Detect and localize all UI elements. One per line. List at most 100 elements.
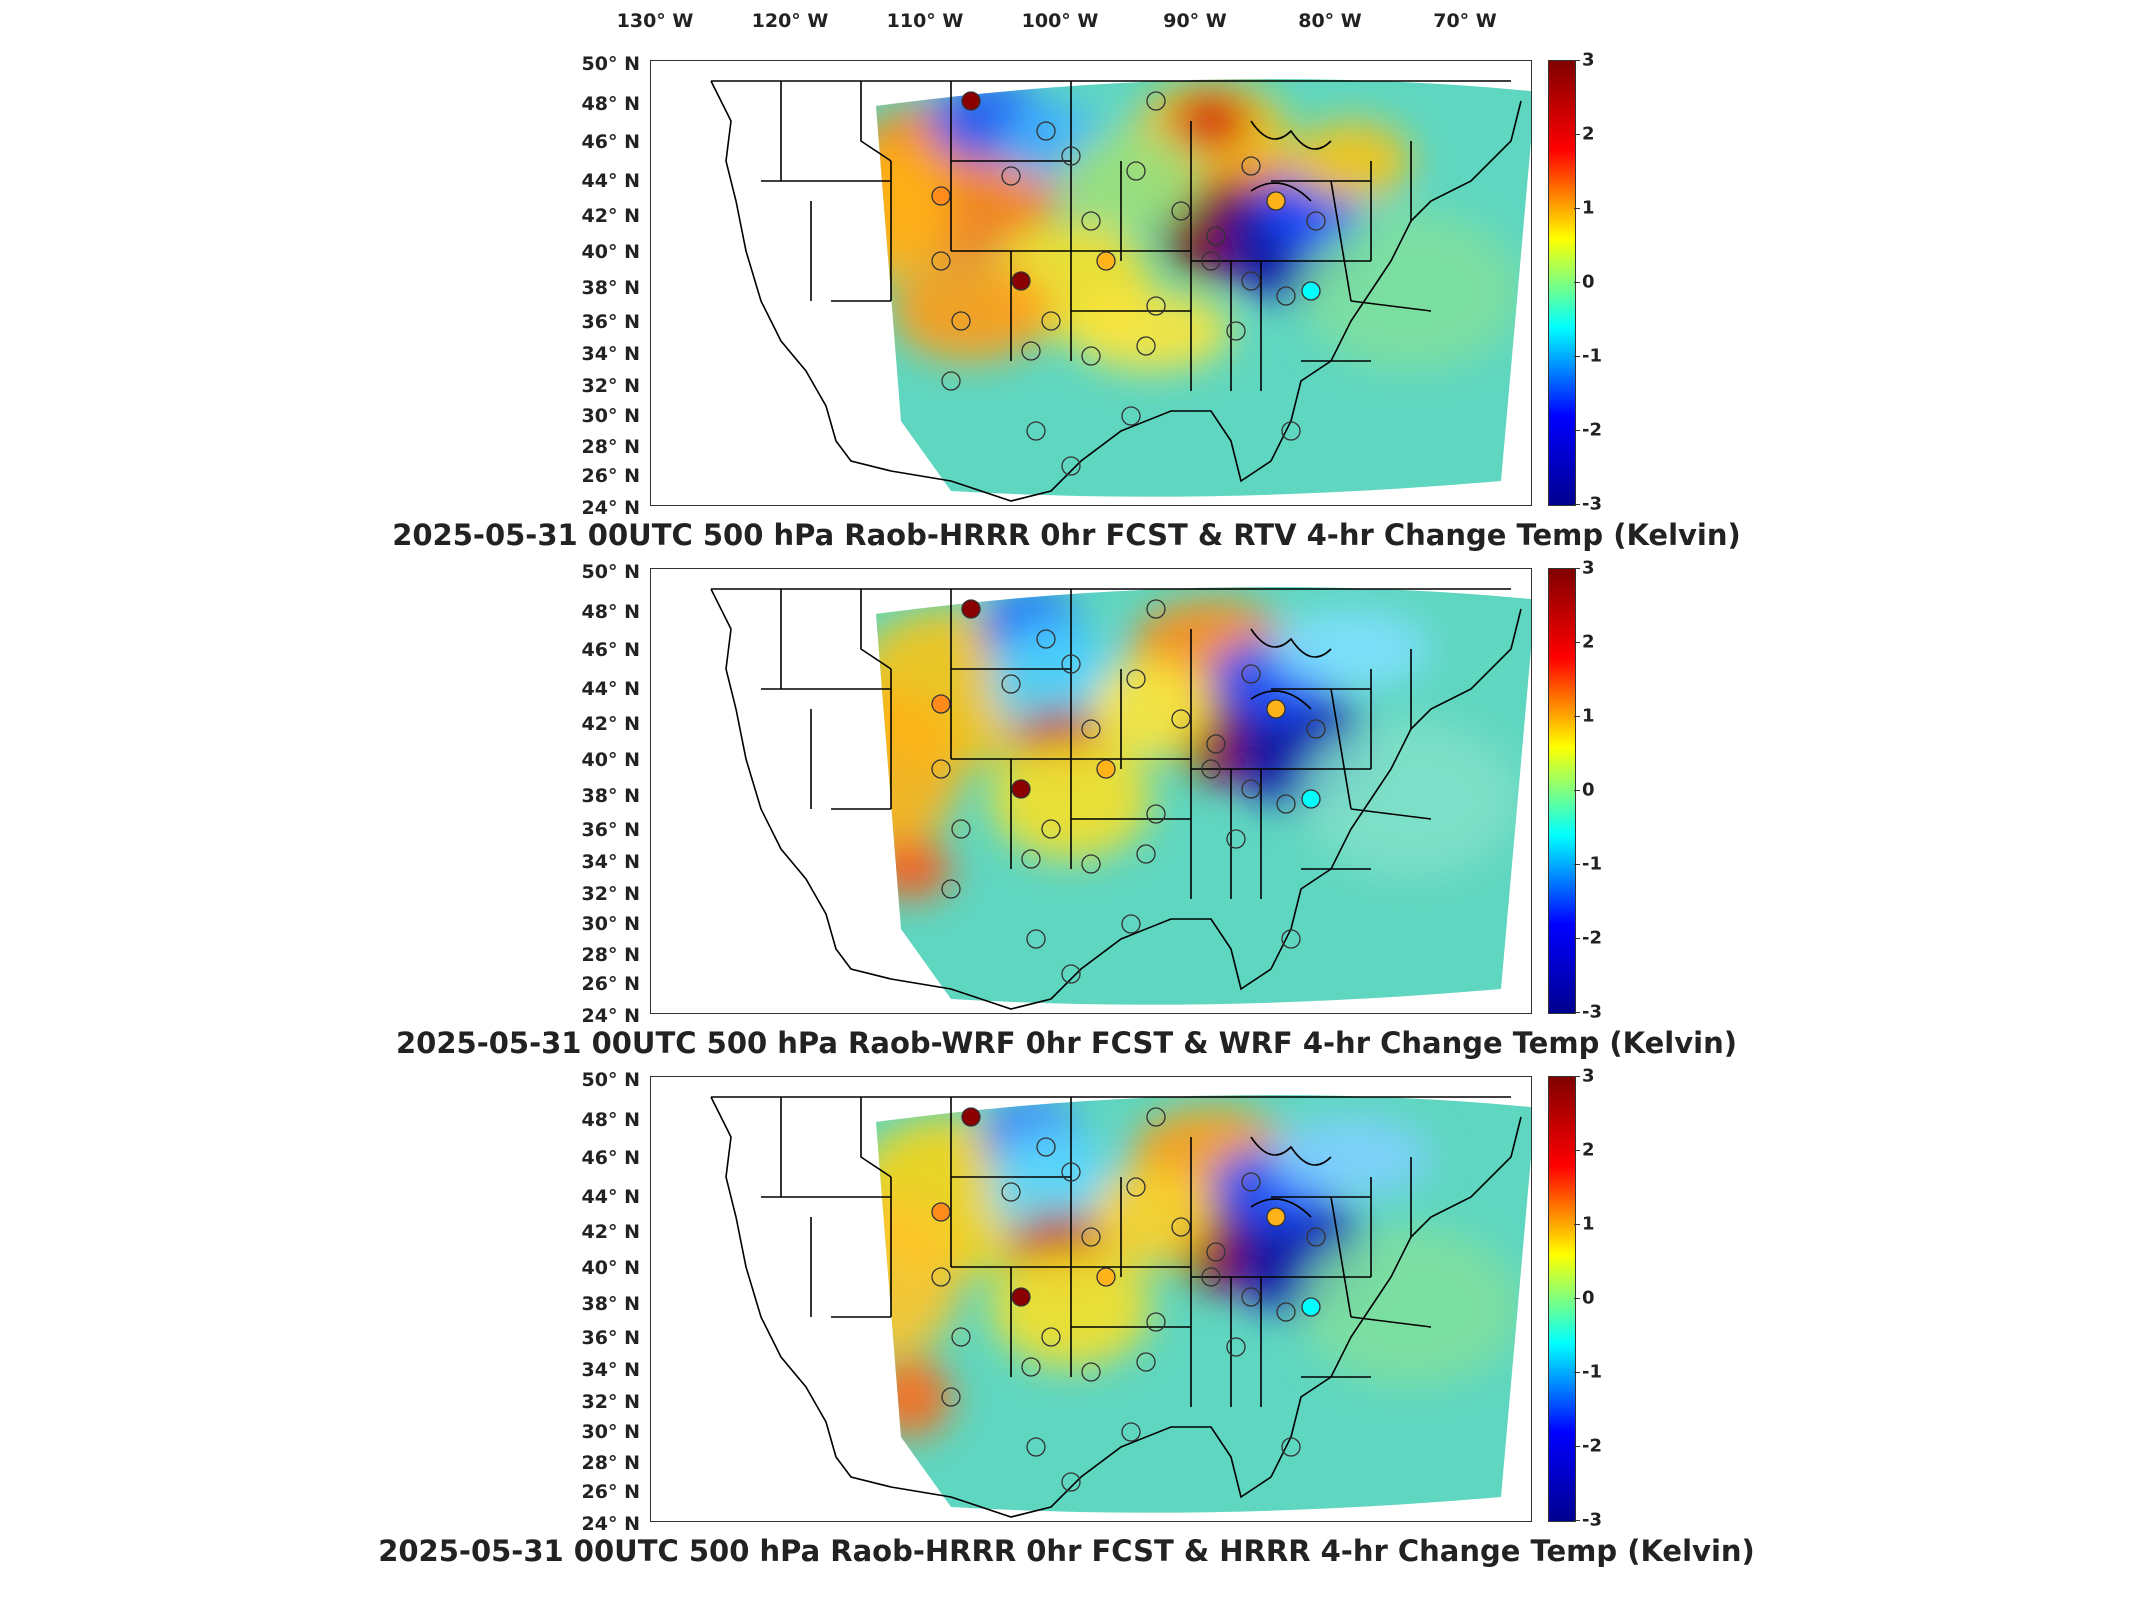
raob-station-marker <box>1126 669 1146 689</box>
raob-station-marker <box>1011 1287 1031 1307</box>
lat-label: 38° N <box>581 1293 640 1315</box>
lat-label: 38° N <box>581 277 640 299</box>
lon-label: 130° W <box>616 10 694 32</box>
raob-station-marker <box>1241 271 1261 291</box>
colorbar-tick-label: 0 <box>1582 779 1595 801</box>
raob-station-marker <box>1276 1302 1296 1322</box>
temperature-blob <box>1061 131 1201 231</box>
state-line <box>1250 182 1312 202</box>
panel-title: 2025-05-31 00UTC 500 hPa Raob-HRRR 0hr F… <box>378 1534 1755 1568</box>
raob-station-marker <box>1126 1177 1146 1197</box>
raob-station-marker <box>1301 281 1321 301</box>
raob-station-marker <box>1001 1182 1021 1202</box>
longitude-axis: 130° W 120° W 110° W 100° W 90° W 80° W … <box>0 0 2133 40</box>
raob-station-marker <box>1306 1227 1326 1247</box>
raob-station-marker <box>1011 271 1031 291</box>
state-line <box>1250 1136 1332 1166</box>
raob-station-marker <box>1281 421 1301 441</box>
temperature-blob <box>1091 659 1211 759</box>
raob-station-marker <box>1146 296 1166 316</box>
temperature-blob <box>991 619 1111 739</box>
lat-label: 26° N <box>581 1481 640 1503</box>
lat-label: 34° N <box>581 851 640 873</box>
state-line <box>1250 690 1312 710</box>
lat-label: 50° N <box>581 1069 640 1091</box>
colorbar-tick-label: 3 <box>1582 49 1595 71</box>
raob-station-marker <box>1021 341 1041 361</box>
lat-label: 46° N <box>581 1147 640 1169</box>
raob-station-marker <box>1041 311 1061 331</box>
raob-station-marker <box>1171 1217 1191 1237</box>
temperature-difference-map <box>710 1094 1531 1518</box>
lat-label: 48° N <box>581 1109 640 1131</box>
raob-station-marker <box>1081 1362 1101 1382</box>
lat-label: 50° N <box>581 561 640 583</box>
colorbar-tick-label: -1 <box>1582 345 1602 367</box>
lon-label: 120° W <box>751 10 829 32</box>
lat-label: 30° N <box>581 913 640 935</box>
colorbar <box>1548 1076 1576 1522</box>
lat-label: 42° N <box>581 205 640 227</box>
raob-station-marker <box>1121 406 1141 426</box>
raob-station-marker <box>931 759 951 779</box>
temperature-blob <box>1271 1117 1431 1197</box>
raob-station-marker <box>1306 719 1326 739</box>
lon-label: 70° W <box>1433 10 1497 32</box>
lat-label: 46° N <box>581 131 640 153</box>
colorbar-tick-mark <box>1574 1076 1580 1077</box>
lon-label: 80° W <box>1298 10 1362 32</box>
colorbar <box>1548 568 1576 1014</box>
lat-label: 34° N <box>581 1359 640 1381</box>
colorbar-tick-mark <box>1574 1298 1580 1299</box>
colorbar-tick-mark <box>1574 1520 1580 1521</box>
lat-label: 28° N <box>581 436 640 458</box>
raob-station-marker <box>1201 251 1221 271</box>
raob-station-marker <box>1041 1327 1061 1347</box>
raob-station-marker <box>1241 1287 1261 1307</box>
raob-station-marker <box>1021 849 1041 869</box>
state-line <box>860 1097 892 1178</box>
raob-station-marker <box>1121 914 1141 934</box>
raob-station-marker <box>1146 91 1166 111</box>
raob-station-marker <box>1241 664 1261 684</box>
state-line <box>1330 688 1352 810</box>
colorbar-tick-mark <box>1574 938 1580 939</box>
raob-station-marker <box>1281 929 1301 949</box>
raob-station-marker <box>1206 1242 1226 1262</box>
raob-station-marker <box>1241 156 1261 176</box>
temperature-blob <box>1271 609 1431 689</box>
temperature-blob <box>1301 719 1521 879</box>
raob-station-marker <box>1096 251 1116 271</box>
colorbar-tick-mark <box>1574 568 1580 569</box>
raob-station-marker <box>1136 336 1156 356</box>
lat-label: 44° N <box>581 1186 640 1208</box>
raob-station-marker <box>951 1327 971 1347</box>
lat-label: 50° N <box>581 53 640 75</box>
colorbar-tick-label: -2 <box>1582 927 1602 949</box>
raob-station-marker <box>1301 1297 1321 1317</box>
colorbar-tick-mark <box>1574 642 1580 643</box>
raob-station-marker <box>941 879 961 899</box>
state-line <box>1350 808 1432 820</box>
raob-station-marker <box>1171 709 1191 729</box>
colorbar-tick-mark <box>1574 864 1580 865</box>
colorbar-tick-label: -1 <box>1582 853 1602 875</box>
lat-label: 40° N <box>581 749 640 771</box>
lat-label: 32° N <box>581 1391 640 1413</box>
colorbar-tick-label: 2 <box>1582 1139 1595 1161</box>
colorbar-tick-mark <box>1574 430 1580 431</box>
raob-station-marker <box>931 694 951 714</box>
raob-station-marker <box>1061 1162 1081 1182</box>
colorbar-tick-mark <box>1574 790 1580 791</box>
raob-stations <box>931 1107 1326 1492</box>
lat-label: 36° N <box>581 1327 640 1349</box>
raob-station-marker <box>1021 1357 1041 1377</box>
colorbar-tick-mark <box>1574 60 1580 61</box>
raob-station-marker <box>1096 759 1116 779</box>
colorbar-tick-mark <box>1574 134 1580 135</box>
raob-station-marker <box>931 1202 951 1222</box>
raob-station-marker <box>1206 226 1226 246</box>
raob-station-marker <box>1276 794 1296 814</box>
lat-label: 48° N <box>581 601 640 623</box>
raob-station-marker <box>1241 1172 1261 1192</box>
